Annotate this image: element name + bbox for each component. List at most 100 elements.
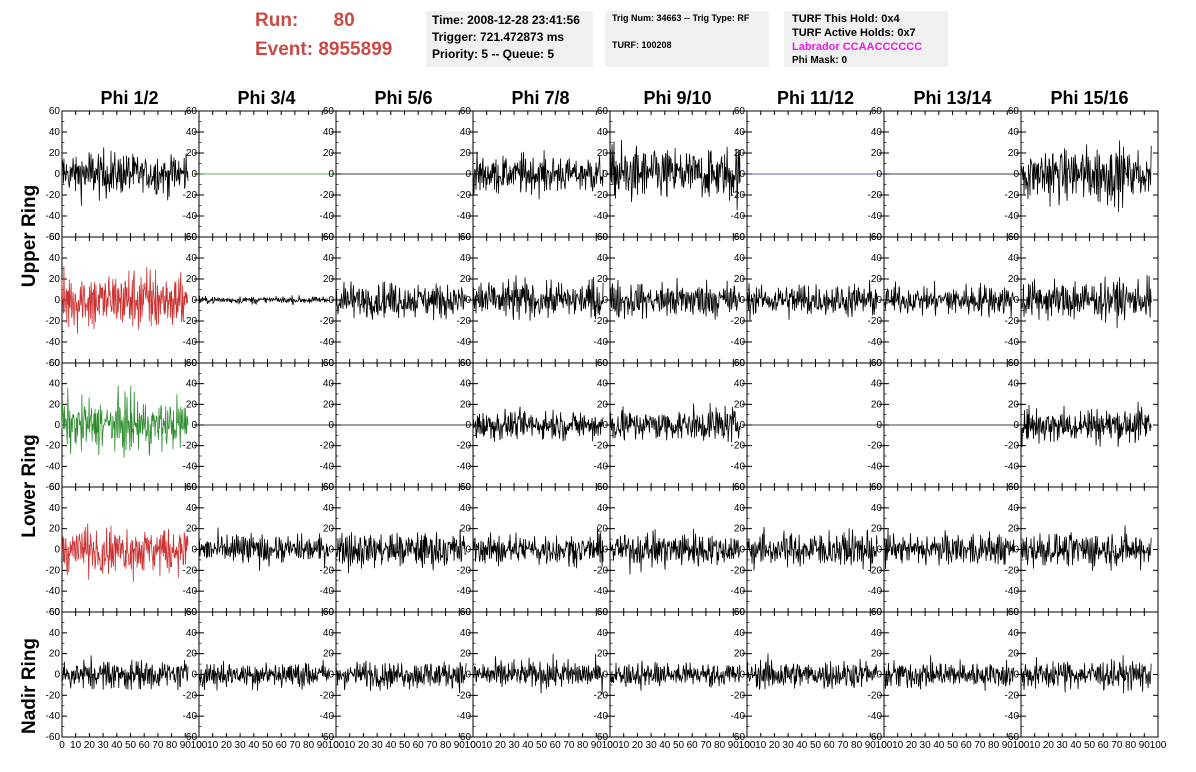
waveform-line bbox=[198, 295, 330, 306]
x-tick-label: 100 bbox=[876, 740, 893, 751]
waveform-line bbox=[609, 660, 741, 691]
y-tick-label: -60 bbox=[46, 482, 61, 493]
y-tick-label: -40 bbox=[868, 211, 883, 222]
turf-info-box bbox=[784, 11, 948, 67]
y-tick-label: 20 bbox=[734, 148, 746, 159]
x-tick-label: 0 bbox=[607, 740, 613, 751]
waveform-line bbox=[609, 528, 741, 575]
y-tick-label: -20 bbox=[731, 190, 746, 201]
y-tick-label: 20 bbox=[871, 399, 883, 410]
y-tick-label: 40 bbox=[460, 127, 472, 138]
y-tick-label: 40 bbox=[871, 379, 883, 390]
y-tick-label: -40 bbox=[46, 586, 61, 597]
y-tick-label: -40 bbox=[731, 211, 746, 222]
y-tick-label: 20 bbox=[460, 274, 472, 285]
y-tick-label: -60 bbox=[594, 732, 609, 743]
time-text: Time: 2008-12-28 23:41:56 bbox=[432, 13, 580, 27]
y-tick-label: 60 bbox=[186, 358, 198, 369]
x-tick-label: 20 bbox=[84, 740, 96, 751]
y-tick-label: 60 bbox=[597, 482, 609, 493]
x-tick-label: 40 bbox=[111, 740, 123, 751]
col-header-5: Phi 9/10 bbox=[643, 88, 712, 108]
y-tick-label: -20 bbox=[183, 441, 198, 452]
y-tick-label: -40 bbox=[320, 586, 335, 597]
x-tick-label: 90 bbox=[865, 740, 877, 751]
turf-text: TURF: 100208 bbox=[612, 40, 672, 50]
x-tick-label: 100 bbox=[465, 740, 482, 751]
y-tick-label: -20 bbox=[1005, 565, 1020, 576]
y-tick-label: 60 bbox=[1008, 232, 1020, 243]
x-tick-label: 70 bbox=[974, 740, 986, 751]
y-tick-label: -20 bbox=[868, 441, 883, 452]
y-tick-label: -40 bbox=[320, 461, 335, 472]
y-tick-label: -40 bbox=[1005, 586, 1020, 597]
x-tick-label: 90 bbox=[454, 740, 466, 751]
y-tick-label: -20 bbox=[731, 565, 746, 576]
y-tick-label: -60 bbox=[46, 607, 61, 618]
x-tick-label: 100 bbox=[602, 740, 619, 751]
y-tick-label: -40 bbox=[457, 461, 472, 472]
y-tick-label: 20 bbox=[734, 399, 746, 410]
y-tick-label: -20 bbox=[320, 441, 335, 452]
y-tick-label: 40 bbox=[323, 503, 335, 514]
y-tick-label: -20 bbox=[183, 565, 198, 576]
x-tick-label: 100 bbox=[328, 740, 345, 751]
y-tick-label: 0 bbox=[54, 420, 60, 431]
y-tick-label: 40 bbox=[734, 253, 746, 264]
y-tick-label: -20 bbox=[46, 316, 61, 327]
y-tick-label: 0 bbox=[54, 169, 60, 180]
y-tick-label: 20 bbox=[323, 399, 335, 410]
y-tick-label: 40 bbox=[186, 628, 198, 639]
y-tick-label: 0 bbox=[54, 670, 60, 681]
priority-text: Priority: 5 -- Queue: 5 bbox=[432, 47, 555, 61]
x-tick-label: 40 bbox=[796, 740, 808, 751]
y-tick-label: 0 bbox=[602, 295, 608, 306]
y-tick-label: -60 bbox=[1005, 732, 1020, 743]
y-tick-label: 40 bbox=[186, 379, 198, 390]
y-tick-label: 60 bbox=[871, 607, 883, 618]
y-tick-label: 60 bbox=[323, 358, 335, 369]
event-label: Event: bbox=[255, 39, 314, 60]
y-tick-label: -20 bbox=[594, 441, 609, 452]
y-tick-label: 60 bbox=[734, 106, 746, 117]
waveform-line bbox=[609, 277, 741, 320]
y-tick-label: 60 bbox=[49, 607, 61, 618]
x-tick-label: 10 bbox=[70, 740, 82, 751]
y-tick-label: 40 bbox=[1008, 628, 1020, 639]
x-tick-label: 100 bbox=[1013, 740, 1030, 751]
y-tick-label: -20 bbox=[868, 565, 883, 576]
y-tick-label: 60 bbox=[597, 106, 609, 117]
y-tick-label: 60 bbox=[460, 106, 472, 117]
y-tick-label: -20 bbox=[457, 316, 472, 327]
y-tick-label: -40 bbox=[594, 461, 609, 472]
x-tick-label: 0 bbox=[470, 740, 476, 751]
col-header-4: Phi 7/8 bbox=[511, 88, 570, 108]
labrador-text: Labrador CCAACCCCCC bbox=[792, 41, 923, 53]
y-tick-label: 20 bbox=[323, 524, 335, 535]
y-tick-label: -40 bbox=[594, 211, 609, 222]
x-tick-label: 40 bbox=[659, 740, 671, 751]
x-tick-label: 60 bbox=[276, 740, 288, 751]
y-tick-label: 0 bbox=[602, 545, 608, 556]
y-tick-label: -40 bbox=[457, 711, 472, 722]
y-tick-label: -40 bbox=[1005, 337, 1020, 348]
waveform-line bbox=[883, 529, 1015, 570]
y-tick-label: 40 bbox=[49, 503, 61, 514]
waveform-line bbox=[883, 280, 1015, 318]
x-tick-label: 70 bbox=[700, 740, 712, 751]
y-tick-label: 0 bbox=[191, 169, 197, 180]
y-tick-label: 60 bbox=[871, 106, 883, 117]
y-tick-label: 0 bbox=[1013, 670, 1019, 681]
y-tick-label: 0 bbox=[328, 670, 334, 681]
x-tick-label: 20 bbox=[769, 740, 781, 751]
y-tick-label: -40 bbox=[731, 461, 746, 472]
y-tick-label: -20 bbox=[46, 690, 61, 701]
y-tick-label: -40 bbox=[183, 337, 198, 348]
y-tick-label: 20 bbox=[49, 399, 61, 410]
y-tick-label: 0 bbox=[191, 295, 197, 306]
x-tick-label: 10 bbox=[618, 740, 630, 751]
y-tick-label: 40 bbox=[460, 379, 472, 390]
y-tick-label: 60 bbox=[323, 482, 335, 493]
x-tick-label: 80 bbox=[166, 740, 178, 751]
y-tick-label: -20 bbox=[457, 565, 472, 576]
